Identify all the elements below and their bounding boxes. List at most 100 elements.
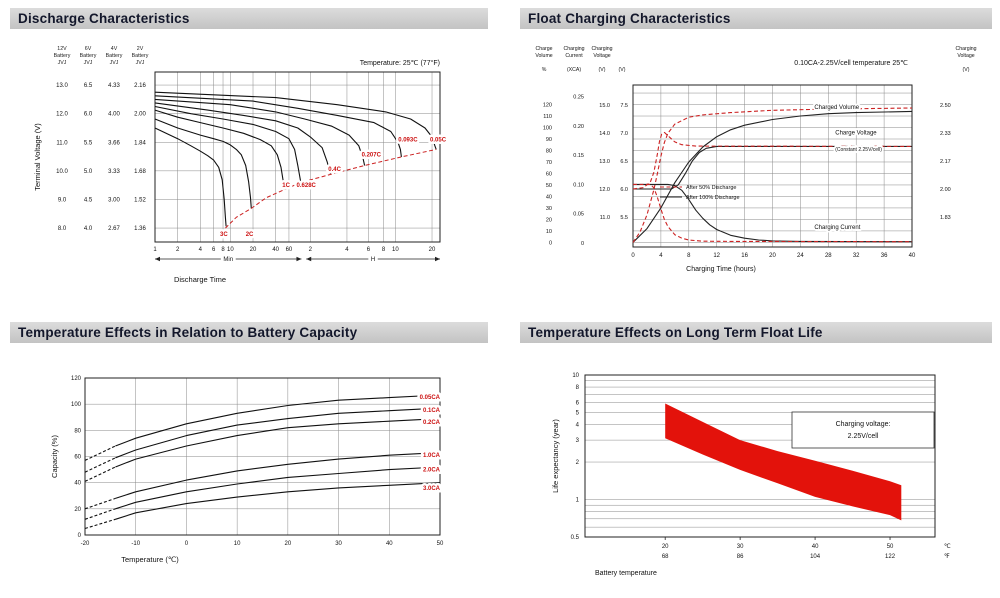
axis-tick: 9.0 — [58, 197, 67, 203]
axis-unit: (V) — [599, 67, 606, 73]
capacity-plot-svg: 0 20 40 60 80 100 120 -20 -10 0 10 20 30 40 50 Capacity… — [50, 376, 444, 564]
x-tick-fahrenheit: 122 — [885, 554, 896, 560]
axis-tick: 11.0 — [600, 215, 610, 221]
x-tick-fahrenheit: 86 — [737, 554, 744, 560]
plot-frame — [154, 71, 441, 243]
y-axis-title: Life expectancy (year) — [551, 419, 560, 493]
axis-tick: 6.0 — [84, 112, 93, 118]
x-tick: 20 — [250, 247, 257, 253]
series-charge-voltage-50 — [632, 131, 913, 190]
unit-fahrenheit: ℉ — [944, 554, 950, 560]
axis-tick: 7.0 — [620, 131, 628, 137]
conditions-note: 0.10CA-2.25V/cell temperature 25℃ — [794, 60, 908, 67]
x-tick: 30 — [335, 541, 342, 547]
section-float-life: Temperature Effects on Long Term Float L… — [520, 322, 992, 588]
x-tick: 2 — [176, 247, 180, 253]
axis-tick: 0 — [549, 240, 552, 246]
x-tick: 16 — [741, 253, 748, 259]
x-tick: 40 — [386, 541, 393, 547]
axis-tick: 1.36 — [134, 226, 146, 232]
temperature-capacity-chart: 0 20 40 60 80 100 120 -20 -10 0 10 20 30 40 50 Capacity… — [10, 350, 488, 582]
legend-label: After 50% Discharge — [686, 185, 736, 191]
axis-tick: 100 — [543, 126, 552, 132]
axis-tick: 2.00 — [134, 112, 146, 118]
section-title-float-life: Temperature Effects on Long Term Float L… — [520, 322, 992, 343]
axis-tick: 2.00 — [940, 187, 951, 193]
series-0.05CA-extrapolated — [84, 445, 116, 461]
arrow-left-icon — [155, 256, 160, 262]
charging-voltage-note-box — [791, 411, 935, 449]
section-temperature-capacity: Temperature Effects in Relation to Batte… — [10, 322, 488, 582]
axis-header: JVJ — [110, 60, 119, 66]
arrow-right-icon — [296, 256, 302, 262]
axis-tick: 0.15 — [573, 153, 584, 159]
axis-unit: (V) — [619, 67, 626, 73]
series-0.1CA — [115, 407, 441, 459]
series-0.093C — [154, 95, 402, 157]
axis-tick: 10.0 — [56, 169, 68, 175]
axis-tick: 3.00 — [108, 197, 120, 203]
y-tick: 2 — [576, 460, 580, 466]
x-tick: 4 — [345, 247, 349, 253]
axis-tick: 12.0 — [599, 187, 610, 193]
y-tick: 6 — [576, 401, 580, 407]
axis-header: JVJ — [84, 60, 93, 66]
series-2C — [154, 118, 252, 209]
axis-tick: 15.0 — [599, 103, 610, 109]
y-tick: 5 — [576, 410, 580, 416]
axis-tick: 12.0 — [56, 112, 68, 118]
y-tick: 3 — [576, 438, 580, 444]
axis-tick: 4.33 — [108, 83, 120, 89]
x-tick-fahrenheit: 104 — [810, 554, 821, 560]
curve-label-0.628C: 0.628C — [297, 183, 317, 189]
x-tick: 20 — [429, 247, 436, 253]
series-charged-volume-100 — [632, 110, 913, 243]
axis-header: 4V — [111, 46, 118, 52]
axis-unit: (V) — [963, 67, 970, 73]
temperature-note: Temperature: 25℃ (77°F) — [360, 59, 440, 67]
y-axis-title: Terminal Voltage (V) — [33, 123, 42, 191]
x-tick: 10 — [227, 247, 234, 253]
legend-label: After 100% Discharge — [686, 195, 740, 201]
axis-tick: 60 — [546, 171, 552, 177]
axis-tick: 1.52 — [134, 197, 146, 203]
y-tick: 1 — [576, 498, 580, 504]
note-line: Charging voltage: — [836, 421, 891, 428]
note-line: 2.25V/cell — [848, 433, 879, 440]
axis-tick: 14.0 — [599, 131, 610, 137]
x-tick: 12 — [713, 253, 720, 259]
axis-tick: 2.67 — [108, 226, 120, 232]
series-3.0CA-extrapolated — [84, 518, 116, 530]
x-tick: 28 — [825, 253, 832, 259]
axis-tick: 7.5 — [620, 103, 628, 109]
curve-label-0.05C: 0.05C — [430, 137, 447, 143]
x-tick: 8 — [382, 247, 386, 253]
curve-label-0.093C: 0.093C — [398, 137, 418, 143]
axis-tick: 80 — [546, 148, 552, 154]
axis-tick: 3.33 — [108, 169, 120, 175]
x-tick: 6 — [212, 247, 216, 253]
series-1.0CA-extrapolated — [84, 497, 116, 510]
curve-label-0.2CA: 0.2CA — [423, 420, 441, 426]
axis-tick: 30 — [546, 206, 552, 212]
axis-tick: 13.0 — [599, 159, 610, 165]
series-0.4C — [154, 102, 332, 175]
axis-tick: 1.83 — [940, 215, 951, 221]
x-tick-fahrenheit: 68 — [662, 554, 669, 560]
axis-tick: 120 — [543, 103, 552, 109]
axis-unit: (XCA) — [567, 67, 581, 73]
y-tick: 120 — [71, 376, 82, 382]
axis-range-label: H — [371, 257, 375, 263]
arrow-right-icon — [435, 256, 440, 262]
x-tick: 2 — [309, 247, 313, 253]
curve-label-0.05CA: 0.05CA — [420, 395, 441, 401]
discharge-plot-svg: 12VBatteryJVJ13.012.011.010.09.08.06VBat… — [33, 46, 449, 284]
axis-tick: 2.16 — [134, 83, 146, 89]
axis-tick: 5.5 — [620, 215, 628, 221]
x-tick: 50 — [437, 541, 444, 547]
axis-header: Battery — [54, 53, 71, 59]
axis-tick: 0.05 — [573, 212, 584, 218]
x-tick: 1 — [153, 247, 157, 253]
